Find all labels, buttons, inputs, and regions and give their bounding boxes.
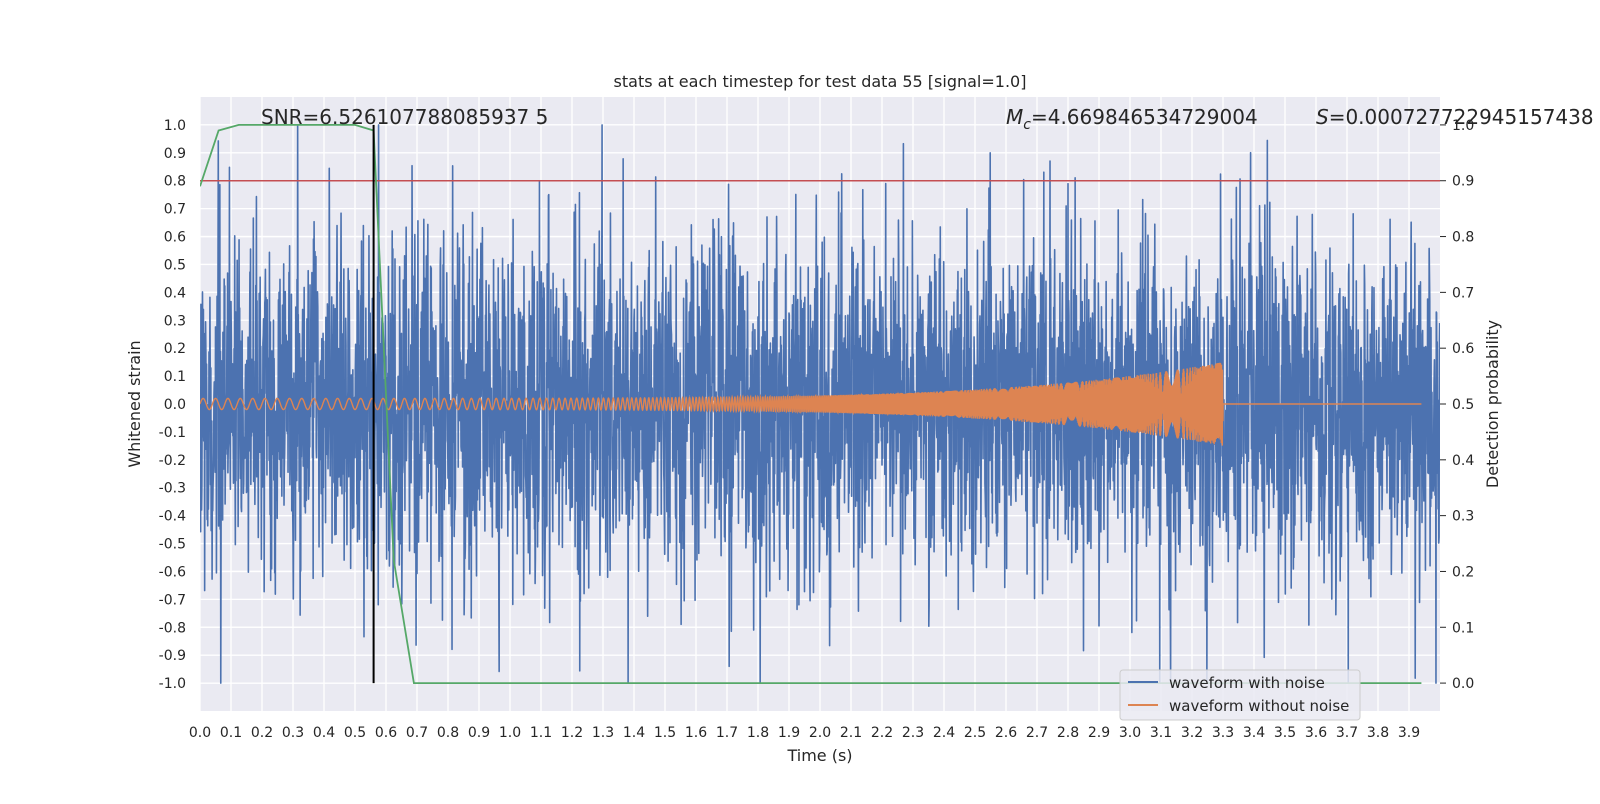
y2-axis-label: Detection probability [1483, 320, 1502, 488]
y-tick-label: -0.9 [159, 648, 186, 664]
x-tick-label: 1.5 [654, 725, 676, 741]
y-tick-label: 1.0 [164, 118, 186, 134]
y-tick-label: 0.7 [164, 202, 186, 218]
y-tick-label: -0.8 [159, 620, 186, 636]
x-tick-label: 0.6 [375, 725, 397, 741]
snr-annotation: SNR=6.526107788085937 5 [261, 105, 548, 129]
y2-tick-label: 0.8 [1452, 230, 1474, 246]
x-tick-label: 1.9 [778, 725, 800, 741]
y2-tick-label: 0.7 [1452, 285, 1474, 301]
y-tick-label: 0.4 [164, 285, 186, 301]
x-tick-label: 2.0 [809, 725, 831, 741]
y-tick-label: -0.1 [159, 425, 186, 441]
x-axis-ticks: 0.0 0.1 0.2 0.3 0.4 0.5 0.6 0.7 0.8 0.9 1.0 1.1 1.2 1… [189, 725, 1420, 741]
y2-tick-label: 0.3 [1452, 509, 1474, 525]
x-tick-label: 0.4 [313, 725, 335, 741]
x-tick-label: 1.0 [499, 725, 521, 741]
x-tick-label: 2.9 [1088, 725, 1110, 741]
y2-tick-label: 0.9 [1452, 174, 1474, 190]
x-tick-label: 3.1 [1150, 725, 1172, 741]
y-tick-label: 0.8 [164, 174, 186, 190]
mc-symbol: M [1006, 105, 1023, 129]
x-tick-label: 3.6 [1305, 725, 1327, 741]
y-tick-label: 0.3 [164, 313, 186, 329]
x-tick-label: 1.6 [685, 725, 707, 741]
x-tick-label: 3.4 [1243, 725, 1265, 741]
y-tick-label: -0.6 [159, 564, 186, 580]
y-tick-label: -1.0 [159, 676, 186, 692]
legend: waveform with noise waveform without noi… [1119, 669, 1361, 721]
legend-label-with-noise: waveform with noise [1169, 674, 1325, 692]
y2-tick-label: 0.0 [1452, 676, 1474, 692]
legend-box [1119, 669, 1361, 721]
x-tick-label: 1.1 [530, 725, 552, 741]
mc-annotation: Mc=4.669846534729004 [1006, 105, 1258, 133]
y-tick-label: 0.1 [164, 369, 186, 385]
y-tick-label: -0.2 [159, 453, 186, 469]
y2-tick-label: 1.0 [1452, 118, 1474, 134]
x-tick-label: 1.7 [716, 725, 738, 741]
x-tick-label: 0.8 [437, 725, 459, 741]
y-tick-label: 0.5 [164, 257, 186, 273]
y-tick-label: -0.3 [159, 481, 186, 497]
y-axis-label: Whitened strain [125, 340, 144, 467]
y2-tick-label: 0.5 [1452, 397, 1474, 413]
x-tick-label: 0.3 [282, 725, 304, 741]
x-tick-label: 0.7 [406, 725, 428, 741]
x-tick-label: 2.8 [1057, 725, 1079, 741]
y-tick-label: 0.0 [164, 397, 186, 413]
series-waveform-with-noise [200, 124, 1440, 684]
x-tick-label: 2.3 [902, 725, 924, 741]
series-waveform-without-noise [200, 362, 1422, 446]
x-tick-label: 0.5 [344, 725, 366, 741]
legend-label-without-noise: waveform without noise [1169, 697, 1349, 715]
x-tick-label: 0.2 [251, 725, 273, 741]
y-tick-label: 0.2 [164, 341, 186, 357]
x-tick-label: 2.4 [933, 725, 955, 741]
y-tick-label: -0.7 [159, 592, 186, 608]
y-tick-label: 0.9 [164, 146, 186, 162]
x-tick-label: 2.5 [964, 725, 986, 741]
x-tick-label: 2.6 [995, 725, 1017, 741]
y2-tick-label: 0.6 [1452, 341, 1474, 357]
s-symbol: S [1316, 105, 1329, 129]
x-tick-label: 2.1 [840, 725, 862, 741]
y-tick-label: -0.5 [159, 537, 186, 553]
x-tick-label: 3.7 [1336, 725, 1358, 741]
x-tick-label: 3.5 [1274, 725, 1296, 741]
x-tick-label: 3.0 [1119, 725, 1141, 741]
x-tick-label: 0.0 [189, 725, 211, 741]
x-tick-label: 3.3 [1212, 725, 1234, 741]
mc-value: =4.669846534729004 [1031, 105, 1258, 129]
y2-axis-ticks: 1.0 0.9 0.8 0.7 0.6 0.5 0.4 0.3 0.2 0.1 0.0 [1440, 118, 1474, 692]
x-tick-label: 3.2 [1181, 725, 1203, 741]
y2-tick-label: 0.4 [1452, 453, 1474, 469]
y2-tick-label: 0.1 [1452, 620, 1474, 636]
x-tick-label: 1.4 [623, 725, 645, 741]
x-tick-label: 0.1 [220, 725, 242, 741]
mc-subscript: c [1023, 117, 1031, 133]
series-detection-probability [200, 124, 1422, 684]
s-value: =0.000727722945157438 [1329, 105, 1594, 129]
x-tick-label: 3.9 [1398, 725, 1420, 741]
chart-title: stats at each timestep for test data 55 … [614, 72, 1027, 91]
x-tick-label: 1.2 [561, 725, 583, 741]
x-tick-label: 2.7 [1026, 725, 1048, 741]
y2-tick-label: 0.2 [1452, 564, 1474, 580]
y-tick-label: -0.4 [159, 509, 186, 525]
x-tick-label: 1.8 [747, 725, 769, 741]
s-annotation: S=0.000727722945157438 [1316, 105, 1594, 129]
y-axis-ticks: 1.0 0.9 0.8 0.7 0.6 0.5 0.4 0.3 0.2 0.1 0.0 -0.1 -0.… [159, 118, 186, 692]
y-tick-label: 0.6 [164, 230, 186, 246]
x-tick-label: 2.2 [871, 725, 893, 741]
x-tick-label: 0.9 [468, 725, 490, 741]
x-axis-label: Time (s) [786, 746, 852, 765]
x-tick-label: 3.8 [1367, 725, 1389, 741]
x-tick-label: 1.3 [592, 725, 614, 741]
